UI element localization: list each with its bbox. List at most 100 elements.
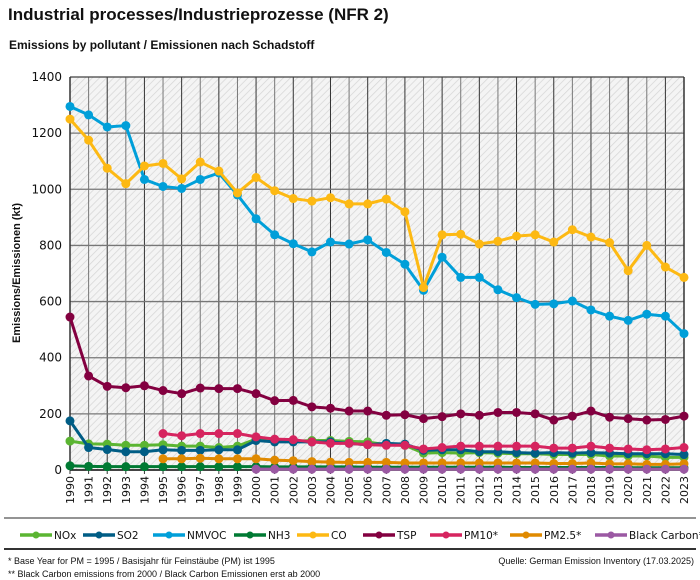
data-point xyxy=(270,396,280,406)
data-point xyxy=(102,163,112,173)
data-point xyxy=(493,441,503,451)
x-tick-label: 1991 xyxy=(83,476,96,504)
x-tick-label: 2014 xyxy=(511,476,524,504)
data-point xyxy=(512,458,522,468)
legend-marker xyxy=(165,531,173,539)
data-point xyxy=(270,186,280,196)
data-point xyxy=(288,456,298,466)
data-point xyxy=(530,458,540,468)
data-point xyxy=(586,458,596,468)
data-point xyxy=(325,464,335,474)
x-tick-label: 1994 xyxy=(138,476,151,504)
y-tick-label: 400 xyxy=(39,351,62,365)
y-tick-label: 200 xyxy=(39,407,62,421)
data-point xyxy=(251,432,261,442)
data-point xyxy=(419,414,429,424)
legend-label: NOx xyxy=(54,530,76,542)
data-point xyxy=(493,407,503,417)
data-point xyxy=(344,239,354,249)
data-point xyxy=(139,462,149,472)
data-point xyxy=(195,157,205,167)
data-point xyxy=(456,409,466,419)
data-point xyxy=(419,283,429,293)
data-point xyxy=(344,464,354,474)
data-point xyxy=(400,207,410,217)
legend-marker xyxy=(442,531,450,539)
data-point xyxy=(177,431,187,441)
data-point xyxy=(84,371,94,381)
x-tick-label: 2001 xyxy=(269,476,282,504)
x-tick-label: 1992 xyxy=(101,476,114,504)
data-point xyxy=(325,438,335,448)
data-point xyxy=(642,240,652,250)
data-point xyxy=(214,445,224,455)
data-point xyxy=(325,193,335,203)
data-point xyxy=(512,231,522,241)
legend-label: CO xyxy=(331,530,347,542)
data-point xyxy=(530,299,540,309)
data-point xyxy=(493,236,503,246)
data-point xyxy=(158,181,168,191)
data-point xyxy=(177,174,187,184)
data-point xyxy=(214,462,224,472)
data-point xyxy=(679,464,689,474)
x-tick-label: 2000 xyxy=(250,476,263,504)
data-point xyxy=(121,121,131,131)
x-tick-label: 1998 xyxy=(213,476,226,504)
x-tick-label: 2013 xyxy=(492,476,505,504)
data-point xyxy=(195,445,205,455)
data-point xyxy=(474,464,484,474)
data-point xyxy=(214,429,224,439)
data-point xyxy=(158,429,168,439)
x-tick-label: 2022 xyxy=(659,476,672,504)
data-point xyxy=(381,410,391,420)
data-point xyxy=(493,458,503,468)
data-point xyxy=(549,415,559,425)
data-point xyxy=(288,395,298,405)
data-point xyxy=(288,194,298,204)
data-point xyxy=(419,444,429,454)
legend-marker xyxy=(375,531,383,539)
data-point xyxy=(400,464,410,474)
data-point xyxy=(456,272,466,282)
data-point xyxy=(102,445,112,455)
data-point xyxy=(474,441,484,451)
data-point xyxy=(270,455,280,465)
data-point xyxy=(251,389,261,399)
data-point xyxy=(363,457,373,467)
data-point xyxy=(400,410,410,420)
legend-item: NH3 xyxy=(234,530,290,542)
data-point xyxy=(605,311,615,321)
data-point xyxy=(307,464,317,474)
data-point xyxy=(232,384,242,394)
data-point xyxy=(623,464,633,474)
data-point xyxy=(307,402,317,412)
x-tick-label: 2018 xyxy=(585,476,598,504)
data-point xyxy=(158,158,168,168)
x-tick-label: 2010 xyxy=(436,476,449,504)
data-point xyxy=(195,429,205,439)
data-point xyxy=(158,462,168,472)
data-point xyxy=(232,445,242,455)
data-point xyxy=(270,464,280,474)
x-tick-label: 2017 xyxy=(566,476,579,504)
series-line xyxy=(69,105,686,335)
data-point xyxy=(232,462,242,472)
legend-marker xyxy=(246,531,254,539)
data-point xyxy=(493,464,503,474)
legend-item: Black Carbon** xyxy=(595,530,700,542)
data-point xyxy=(605,412,615,422)
data-point xyxy=(65,461,75,471)
data-point xyxy=(344,199,354,209)
data-point xyxy=(325,237,335,247)
x-tick-label: 2021 xyxy=(641,476,654,504)
data-point xyxy=(642,415,652,425)
y-tick-label: 600 xyxy=(39,295,62,309)
x-tick-label: 2011 xyxy=(455,476,468,504)
data-point xyxy=(567,464,577,474)
data-point xyxy=(549,237,559,247)
data-point xyxy=(177,462,187,472)
data-point xyxy=(102,381,112,391)
data-point xyxy=(195,453,205,463)
